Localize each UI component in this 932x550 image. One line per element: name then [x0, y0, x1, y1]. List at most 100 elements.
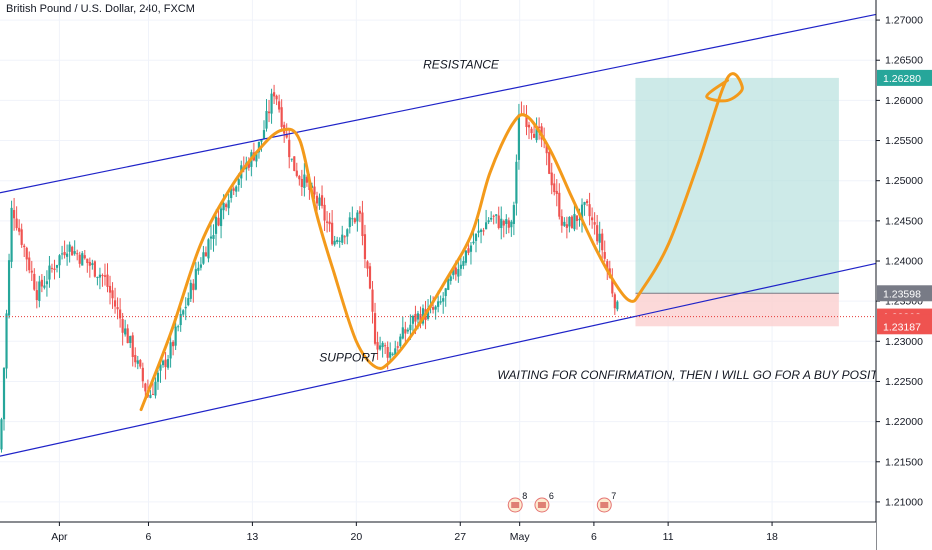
candle-up — [333, 240, 336, 245]
candle-up — [338, 240, 341, 242]
candle-down — [313, 186, 316, 195]
candle-up — [260, 139, 263, 142]
candle-down — [18, 227, 21, 232]
x-tick-label: 6 — [146, 531, 152, 543]
resistance-label: RESISTANCE — [423, 57, 500, 71]
candle-up — [381, 342, 384, 348]
candle-down — [560, 216, 563, 226]
candle-up — [535, 126, 538, 140]
candle-down — [113, 300, 117, 307]
candle-up — [341, 234, 344, 243]
y-tick-label: 1.26000 — [885, 95, 923, 107]
candle-up — [177, 326, 180, 328]
candle-down — [20, 229, 23, 245]
price-tag-label-target: 1.26280 — [883, 73, 921, 85]
candle-up — [401, 327, 404, 339]
candle-down — [502, 220, 505, 226]
candle-up — [500, 218, 503, 229]
event-count: 8 — [522, 491, 527, 501]
buy-position-note: WAITING FOR CONFIRMATION, THEN I WILL GO… — [497, 368, 899, 382]
candle-up — [517, 114, 521, 160]
candle-up — [411, 316, 415, 324]
candle-down — [278, 101, 281, 110]
candle-down — [532, 133, 536, 138]
candle-up — [207, 239, 210, 259]
candle-down — [396, 346, 399, 348]
candle-down — [550, 172, 553, 186]
candle-down — [353, 218, 356, 223]
candle-up — [452, 268, 455, 276]
candle-up — [290, 158, 293, 160]
candle-up — [81, 253, 84, 266]
candle-up — [222, 202, 225, 211]
candle-up — [7, 260, 11, 316]
candle-up — [409, 324, 412, 331]
candle-down — [144, 383, 147, 392]
flag-stripe-icon — [511, 502, 520, 508]
candle-down — [63, 252, 66, 256]
candle-down — [298, 176, 301, 180]
candle-down — [575, 215, 579, 221]
x-tick-label: 6 — [591, 531, 597, 543]
candle-up — [197, 267, 200, 271]
candle-up — [66, 253, 69, 257]
candle-down — [116, 307, 119, 310]
candle-up — [129, 336, 132, 343]
candle-down — [192, 283, 195, 291]
x-tick-label: 11 — [663, 531, 674, 543]
candle-down — [371, 289, 374, 312]
candle-up — [43, 285, 46, 288]
candle-down — [404, 329, 407, 334]
candle-down — [25, 247, 28, 260]
candle-up — [348, 217, 351, 228]
candle-up — [55, 264, 59, 268]
candle-up — [179, 313, 182, 326]
candle-down — [432, 307, 435, 310]
x-tick-label: 27 — [454, 531, 466, 543]
event-count: 6 — [549, 491, 554, 501]
candle-up — [389, 352, 392, 358]
candle-down — [553, 183, 556, 193]
candle-up — [510, 221, 513, 228]
candle-down — [305, 176, 308, 183]
candle-up — [156, 372, 160, 382]
candle-down — [588, 204, 591, 217]
candle-up — [439, 301, 442, 303]
candle-down — [126, 328, 129, 344]
candle-up — [214, 216, 218, 234]
candle-down — [103, 275, 107, 277]
candle-up — [459, 264, 462, 269]
candle-up — [303, 174, 306, 188]
candle-up — [426, 307, 430, 319]
annotations: RESISTANCE SUPPORT WAITING FOR CONFIRMATIO… — [319, 57, 899, 382]
candle-up — [479, 229, 483, 232]
candle-up — [265, 111, 268, 129]
candle-down — [606, 261, 609, 270]
candle-down — [28, 257, 31, 271]
candle-down — [106, 274, 109, 287]
candle-down — [358, 210, 362, 214]
candle-down — [53, 268, 56, 270]
x-tick-label: May — [510, 531, 531, 543]
candle-down — [611, 279, 614, 294]
candle-down — [593, 222, 596, 225]
candle-up — [166, 359, 170, 368]
candle-up — [616, 301, 619, 310]
flag-stripe-icon — [600, 502, 609, 508]
candle-down — [40, 279, 43, 287]
candle-down — [555, 190, 558, 194]
candle-up — [237, 179, 240, 185]
candle-down — [33, 273, 36, 290]
candle-down — [419, 314, 422, 324]
candle-up — [580, 204, 584, 222]
candle-up — [174, 326, 177, 346]
candle-up — [434, 306, 437, 310]
x-tick-label: 13 — [247, 531, 259, 543]
channel-lower-line — [0, 262, 877, 457]
candle-down — [119, 309, 122, 319]
candle-down — [366, 261, 369, 269]
candle-down — [76, 253, 79, 255]
y-tick-label: 1.21000 — [885, 496, 923, 508]
candle-up — [378, 345, 382, 350]
